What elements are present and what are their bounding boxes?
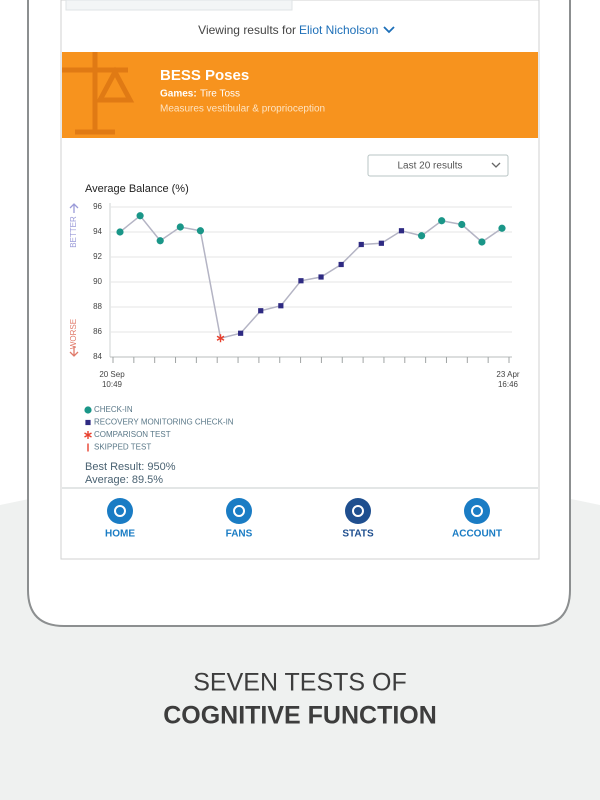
y-tick-label: 84 [93,352,102,361]
y-tick-label: 92 [93,252,102,261]
nav-items: HOME FANS STATS ACCOUNT [105,498,502,540]
results-filter[interactable] [367,154,509,177]
data-point [258,308,264,314]
worse-arrow [69,346,79,357]
chart-title: Average Balance (%) [85,183,189,195]
data-point [498,224,506,232]
nav-icon-glyph [114,505,126,517]
top-card [65,0,293,11]
worse-label: WORSE [69,319,78,349]
data-point [358,241,364,248]
balance-chart: Average Balance (%) BETTER WORSE Best Re… [69,183,520,486]
nav-icon-glyph [352,505,364,517]
legend-label: RECOVERY MONITORING CHECK-IN [94,418,234,427]
nav-icon-glyph [471,505,483,517]
nav-label[interactable]: STATS [342,529,374,540]
user-selector[interactable]: Eliot Nicholson [299,23,378,37]
nav-item[interactable]: STATS [342,498,374,540]
nav-item[interactable]: HOME [105,498,135,540]
data-point [156,237,164,245]
data-point [278,303,284,309]
data-point [298,278,304,284]
data-point [196,227,205,235]
data-point [176,223,184,231]
nav-label[interactable]: HOME [105,529,135,540]
y-tick-label: 94 [93,227,102,236]
data-point [478,238,486,246]
footer-line2: COGNITIVE FUNCTION [163,702,437,730]
games-value: Tire Toss [200,89,240,100]
results-filter-label[interactable]: Last 20 results [397,161,462,172]
test-title: BESS Poses [160,67,249,84]
y-tick-label: 96 [93,202,102,211]
footer-line1: SEVEN TESTS OF [193,669,406,697]
nav-icon-glyph [233,505,245,517]
better-label: BETTER [69,216,78,248]
nav-icon [464,498,490,524]
data-point [136,212,144,220]
nav-label[interactable]: FANS [226,529,253,540]
y-tick-label: 86 [93,327,102,336]
legend-symbol [85,419,91,426]
data-point [216,334,225,343]
nav-label[interactable]: ACCOUNT [452,529,502,540]
data-point [417,232,426,240]
x-tick-label: 20 Sep 10:49 [99,370,125,389]
x-tick-label: 23 Apr 16:46 [496,370,519,389]
viewing-prefix: Viewing results for [198,23,296,37]
best-result: Best Result: 950% [85,461,176,473]
legend-label: SKIPPED TEST [94,443,151,452]
data-point [338,261,344,268]
user-dropdown-icon[interactable] [383,26,395,34]
nav-item[interactable]: ACCOUNT [452,498,502,540]
nav-item[interactable]: FANS [226,498,253,540]
legend-label: COMPARISON TEST [94,430,171,439]
data-point [438,217,446,225]
y-tick-label: 88 [93,302,102,311]
legend-symbol [84,406,92,414]
data-point [116,228,124,236]
data-point [238,330,244,336]
data-point [398,228,405,234]
data-point [378,240,384,246]
test-banner [62,52,538,138]
nav-bar [62,488,538,558]
data-point [458,220,466,229]
better-arrow [69,203,79,213]
scale-icon [62,52,135,135]
legend-symbol [84,431,92,439]
nav-icon [107,498,133,524]
test-description: Measures vestibular & proprioception [160,104,325,115]
y-tick-label: 90 [93,277,102,286]
legend-label: CHECK-IN [94,405,133,414]
filter-dropdown-icon[interactable] [491,162,501,168]
games-label: Games: [160,89,197,100]
nav-icon [345,498,371,524]
nav-icon [226,498,252,524]
data-point [318,274,324,280]
average-result: Average: 89.5% [85,474,163,486]
